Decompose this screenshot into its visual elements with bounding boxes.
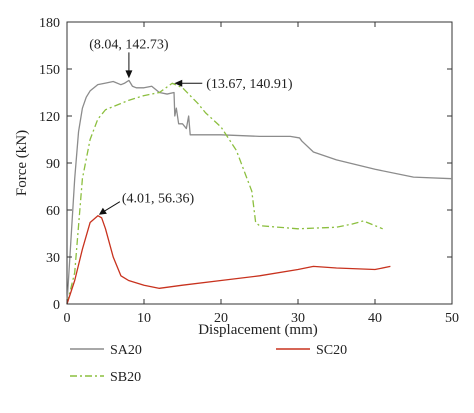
annotations: (8.04, 142.73) (13.67, 140.91) (4.01, 56.3…	[89, 37, 293, 215]
x-tick-label: 10	[137, 311, 151, 326]
legend-label-sc20: SC20	[316, 343, 347, 358]
annotation-label: (13.67, 140.91)	[206, 77, 293, 92]
plot-area-border	[66, 21, 453, 305]
arrow-head-icon	[125, 70, 133, 79]
y-axis-label: Force (kN)	[14, 130, 30, 196]
annotation-label: (8.04, 142.73)	[89, 37, 169, 52]
arrow-head-icon	[174, 79, 183, 87]
legend: SA20 SC20 SB20	[70, 343, 347, 385]
axis-ticks: 0 10 20 30 40 50 0 30 60 90 120 150 180	[39, 16, 459, 326]
legend-label-sb20: SB20	[110, 370, 141, 385]
series-line-sb20	[66, 82, 383, 305]
x-axis-label: Displacement (mm)	[198, 322, 318, 338]
y-tick-label: 0	[53, 298, 60, 313]
annotation-label: (4.01, 56.36)	[122, 192, 195, 207]
arrow-head-icon	[98, 207, 107, 215]
legend-label-sa20: SA20	[110, 343, 142, 358]
series-lines	[66, 79, 453, 305]
series-line-sa20	[66, 79, 453, 305]
x-tick-label: 40	[368, 311, 382, 326]
series-line-sc20	[66, 215, 391, 305]
x-tick-label: 50	[445, 311, 459, 326]
y-tick-label: 90	[46, 157, 60, 172]
y-tick-label: 150	[39, 63, 60, 78]
plot-frame	[66, 21, 453, 305]
x-tick-label: 30	[291, 311, 305, 326]
y-tick-label: 60	[46, 204, 60, 219]
x-tick-label: 20	[214, 311, 228, 326]
y-tick-label: 180	[39, 16, 60, 31]
y-tick-label: 30	[46, 251, 60, 266]
x-tick-label: 0	[64, 311, 71, 326]
y-tick-label: 120	[39, 110, 60, 125]
